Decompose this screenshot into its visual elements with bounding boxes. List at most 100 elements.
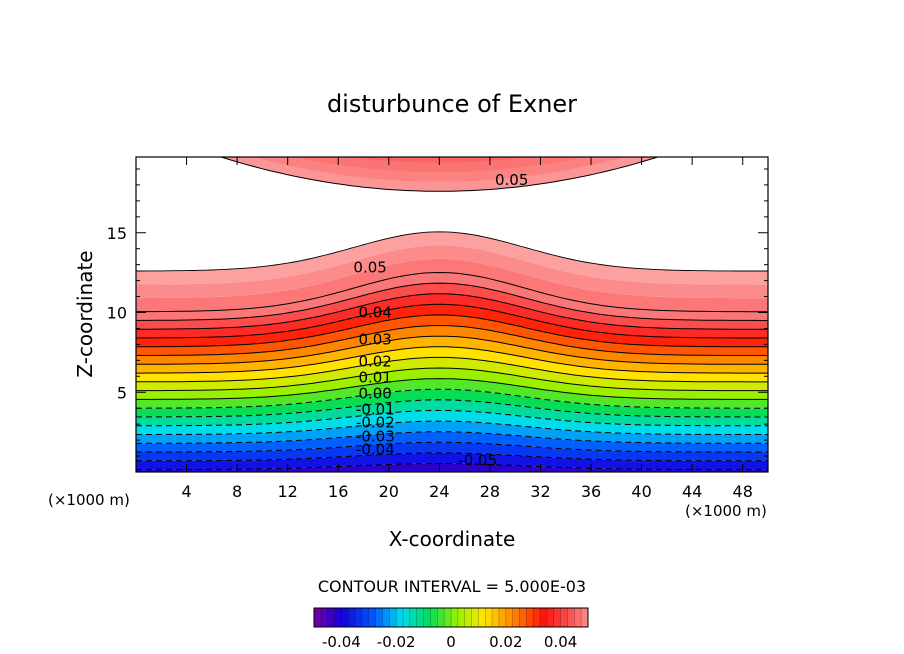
colorbar-swatch — [478, 608, 486, 627]
colorbar-swatch — [581, 608, 589, 627]
contour-label: 0.03 — [358, 330, 391, 348]
x-tick-label: 12 — [278, 482, 298, 501]
x-tick-label: 4 — [181, 482, 191, 501]
contour-band — [136, 283, 768, 330]
contour-lines — [136, 157, 768, 488]
contour-label: 0.05 — [495, 171, 528, 189]
contour-label: 0.04 — [358, 303, 391, 321]
contour-band — [136, 293, 768, 338]
colorbar-swatch — [574, 608, 582, 627]
contour-line — [136, 314, 768, 348]
x-unit-label-right: (×1000 m) — [685, 502, 767, 520]
colorbar-swatch — [464, 608, 472, 627]
x-tick-label: 40 — [631, 482, 651, 501]
colorbar-swatch — [314, 608, 322, 627]
chart-title: disturbunce of Exner — [327, 90, 577, 118]
contour-band — [136, 346, 768, 382]
contour-label: -0.04 — [356, 440, 395, 458]
colorbar-swatch — [485, 608, 493, 627]
contour-line — [136, 367, 768, 392]
x-unit-label-left: (×1000 m) — [48, 491, 130, 509]
contour-line — [136, 346, 768, 374]
colorbar-swatch — [492, 608, 500, 627]
colorbar-frame — [313, 607, 589, 628]
y-tick-label: 10 — [107, 304, 127, 323]
contour-band — [136, 399, 768, 426]
colorbar-swatch — [498, 608, 507, 627]
colorbar-swatch — [553, 608, 561, 627]
colorbar-swatch — [567, 608, 575, 627]
colorbar-swatch — [327, 608, 335, 627]
plot-area — [136, 157, 768, 488]
colorbar-swatch — [546, 608, 555, 627]
x-tick-label: 20 — [379, 482, 399, 501]
contour-label: -0.03 — [356, 428, 395, 446]
contour-line — [136, 441, 768, 453]
colorbar-swatch — [368, 608, 376, 627]
colorbar-swatch — [560, 608, 568, 627]
x-axis-ticks: 4 8 12 16 20 24 28 32 36 40 44 48 — [181, 157, 753, 501]
contour-line — [136, 378, 768, 400]
y-tick-label: 5 — [117, 383, 127, 402]
colorbar-swatch — [457, 608, 465, 627]
contour-line — [136, 271, 768, 313]
contour-line — [136, 410, 768, 427]
colorbar-tick-label: 0.04 — [544, 633, 577, 651]
contour-line — [136, 388, 768, 409]
colorbar-swatch — [348, 608, 356, 627]
colorbar-swatch — [409, 608, 418, 627]
x-tick-label: 36 — [581, 482, 601, 501]
colorbar-swatch — [334, 608, 342, 627]
contour-line — [136, 399, 768, 418]
x-tick-label: 24 — [429, 482, 449, 501]
contour-fills — [136, 157, 768, 487]
contour-band — [136, 410, 768, 435]
contour-band — [136, 231, 768, 285]
colorbar-swatch — [471, 608, 479, 627]
contour-line — [136, 293, 768, 330]
x-axis-label: X-coordinate — [389, 527, 516, 551]
x-tick-label: 44 — [682, 482, 702, 501]
contour-line — [136, 431, 768, 444]
contour-line — [136, 482, 768, 488]
contour-band — [136, 463, 768, 472]
contour-label: -0.02 — [356, 413, 395, 431]
contour-band — [136, 314, 768, 356]
contour-band — [136, 421, 768, 444]
colorbar-tick-label: -0.04 — [322, 633, 361, 651]
colorbar-swatch — [403, 608, 411, 627]
y-axis-label: Z-coordinate — [73, 250, 97, 377]
contour-line — [136, 324, 768, 357]
colorbar-swatch — [430, 608, 438, 627]
colorbar-swatch — [540, 608, 548, 627]
contour-band — [136, 474, 768, 487]
contour-line — [136, 463, 768, 471]
colorbar-swatch — [375, 608, 383, 627]
contour-band — [136, 336, 768, 374]
contour-band — [136, 452, 768, 470]
contour-label: 0.00 — [358, 385, 391, 403]
colorbar-tick-label: 0 — [446, 633, 456, 651]
colorbar-swatch — [437, 608, 445, 627]
x-tick-label: 28 — [480, 482, 500, 501]
contour-line — [136, 303, 768, 339]
contour-line — [136, 335, 768, 365]
contour-band — [136, 245, 768, 299]
contour-label: 0.02 — [358, 353, 391, 371]
contour-line — [136, 282, 768, 321]
y-tick-label: 15 — [107, 224, 127, 243]
contour-band — [136, 378, 768, 409]
colorbar-ticks: -0.04 -0.02 0 0.02 0.04 — [322, 633, 577, 651]
colorbar-swatch — [389, 608, 397, 627]
contour-line — [136, 356, 768, 383]
colorbar-swatch — [361, 608, 370, 627]
colorbar-swatch — [416, 608, 424, 627]
contour-label: 0.05 — [353, 259, 386, 277]
contour-label: -0.05 — [458, 452, 497, 470]
contour-labels: 0.050.050.040.030.020.010.00-0.01-0.02-0… — [353, 171, 528, 470]
contour-band — [136, 304, 768, 347]
contour-band — [136, 368, 768, 400]
contour-band — [136, 325, 768, 365]
colorbar-swatch — [533, 608, 541, 627]
contour-band — [136, 389, 768, 417]
